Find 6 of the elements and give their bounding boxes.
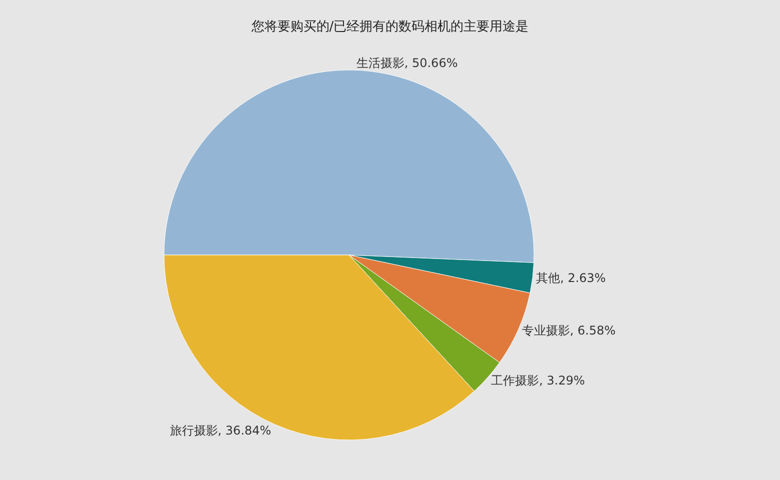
chart-title: 您将要购买的/已经拥有的数码相机的主要用途是: [250, 18, 529, 35]
slice-label: 专业摄影, 6.58%: [522, 323, 616, 338]
slice-label: 其他, 2.63%: [536, 271, 606, 286]
slice-label: 生活摄影, 50.66%: [356, 56, 458, 70]
slice-label: 旅行摄影, 36.84%: [170, 423, 272, 438]
slice-label: 工作摄影, 3.29%: [491, 374, 585, 388]
